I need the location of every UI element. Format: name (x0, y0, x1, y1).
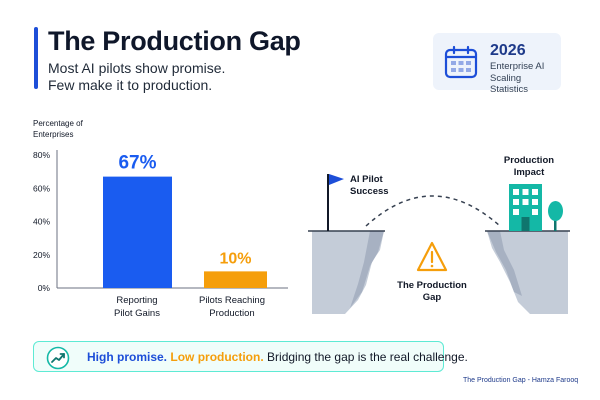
right-cliff-shade (487, 231, 522, 296)
callout-text: High promise. Low production. Bridging t… (87, 350, 468, 364)
subtitle-line-2: Few make it to production. (48, 77, 213, 93)
building-icon (509, 184, 542, 231)
flag-icon (327, 174, 344, 231)
callout-low-production: Low production. (170, 350, 264, 364)
y-tick-label: 20% (33, 250, 50, 260)
page-title: The Production Gap (48, 26, 301, 56)
bar-1 (103, 176, 172, 288)
production-impact-line-1: Production (503, 155, 555, 166)
y-tick-label: 80% (33, 150, 50, 160)
footer-credit: The Production Gap - Hamza Farooq (463, 377, 579, 384)
callout-challenge: Bridging the gap is the real challenge. (267, 350, 468, 364)
production-gap-label: The Production Gap (392, 280, 472, 303)
category-label-line-2: Pilot Gains (114, 308, 160, 319)
category-label-line-2: Production (209, 308, 254, 319)
right-cliff (487, 231, 568, 314)
production-impact-line-2: Impact (513, 166, 545, 178)
gap-arc (365, 195, 501, 227)
data-label: 10% (219, 250, 251, 267)
title-accent-bar (34, 27, 38, 89)
category-label-line-1: Reporting (116, 295, 157, 306)
y-axis-label-line-1: Percentage of (33, 119, 84, 128)
stat-label-line-2: Scaling Statistics (490, 72, 529, 96)
subtitle-line-1: Most AI pilots show promise. (48, 60, 226, 76)
warning-icon (416, 241, 448, 272)
stat-year: 2026 (490, 42, 526, 59)
insight-callout: High promise. Low production. Bridging t… (33, 341, 468, 372)
bar-2 (204, 271, 267, 288)
page-subtitle: Most AI pilots show promise. Few make it… (48, 60, 308, 94)
y-tick-label: 0% (38, 283, 51, 293)
tree-icon (548, 201, 563, 231)
data-label: 67% (118, 153, 156, 174)
production-gap-line-1: The Production (397, 280, 467, 291)
production-gap-line-2: Gap (422, 291, 442, 303)
y-tick-label: 40% (33, 217, 50, 227)
production-impact-label: Production Impact (497, 155, 561, 178)
stat-card: 2026 Enterprise AI Scaling Statistics (433, 33, 561, 95)
y-tick-label: 60% (33, 183, 50, 193)
left-cliff-shade (350, 231, 384, 308)
calendar-icon (444, 45, 478, 79)
category-label-line-1: Pilots Reaching (199, 295, 265, 306)
ai-pilot-label-line-1: AI Pilot (350, 174, 383, 185)
y-axis-label-line-2: Enterprises (33, 130, 73, 139)
ai-pilot-label-line-2: Success (350, 185, 389, 197)
stat-label: Enterprise AI Scaling Statistics (490, 61, 560, 96)
ai-pilot-success-label: AI Pilot Success (350, 174, 389, 197)
callout-high-promise: High promise. (87, 350, 168, 364)
stat-label-line-1: Enterprise AI (490, 61, 545, 72)
trend-up-icon (46, 346, 70, 370)
